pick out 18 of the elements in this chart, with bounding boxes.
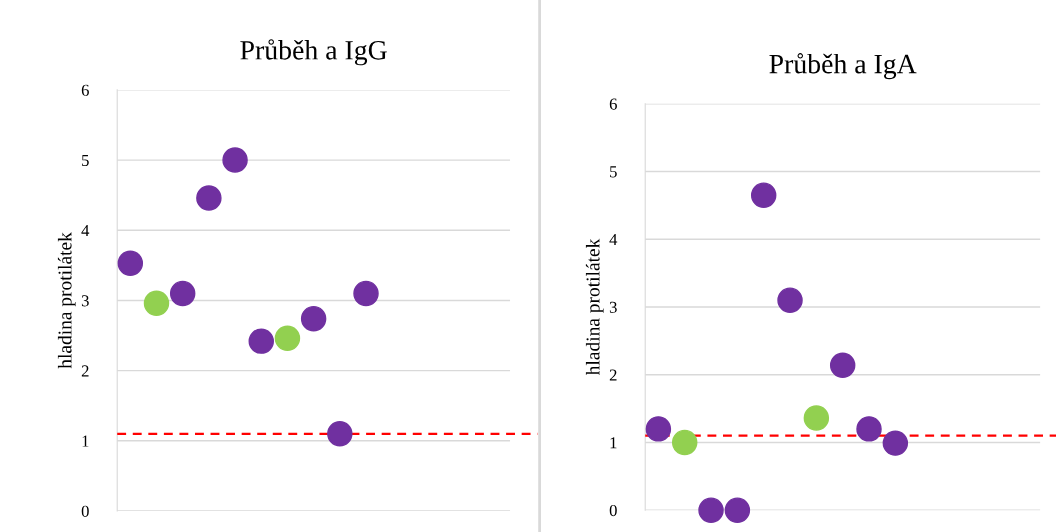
- y-tick-label: 4: [609, 234, 618, 246]
- y-tick-label: 6: [609, 98, 617, 110]
- y-tick-label: 0: [81, 505, 89, 517]
- y-tick-label: 3: [609, 301, 617, 313]
- y-tick-label: 5: [610, 166, 617, 178]
- y-tick-label: 1: [610, 437, 617, 449]
- chart-title: Průběh a IgG: [240, 39, 387, 66]
- y-tick-label: 2: [609, 369, 617, 381]
- y-tick-label: 2: [81, 365, 89, 377]
- y-tick-label: 6: [81, 84, 89, 96]
- y-axis-title: hladina protilátek: [585, 238, 604, 376]
- y-tick-label: 0: [609, 504, 617, 517]
- y-tick-label: 1: [82, 435, 89, 447]
- y-tick-label: 5: [82, 154, 89, 167]
- y-tick-label: 3: [81, 295, 89, 307]
- y-tick-label: 4: [81, 225, 90, 237]
- y-axis-title: hladina protilátek: [57, 232, 76, 369]
- chart-title: Průběh a IgA: [769, 53, 917, 80]
